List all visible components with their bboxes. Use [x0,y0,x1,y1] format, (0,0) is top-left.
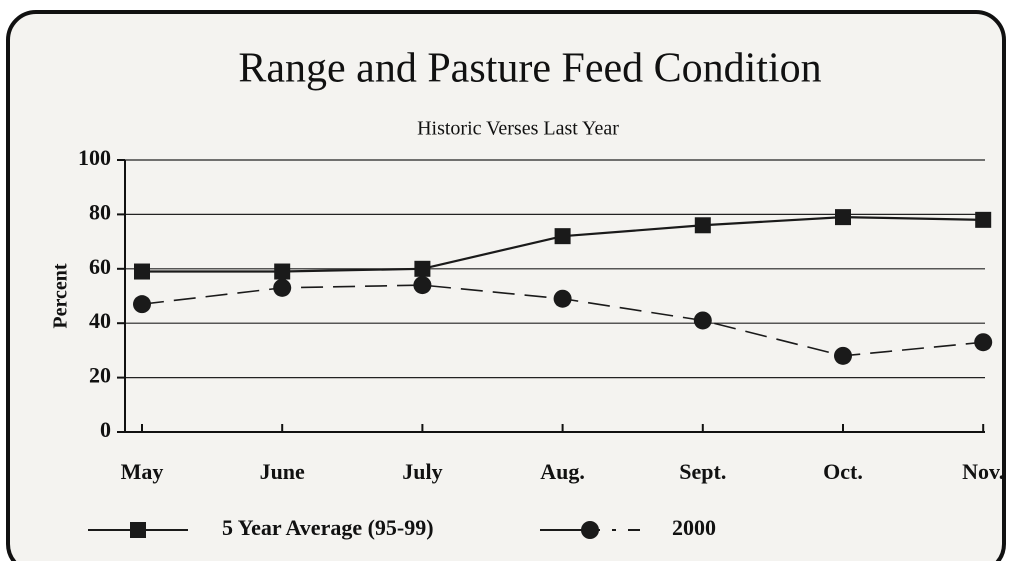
chart-subtitle: Historic Verses Last Year [417,118,619,140]
point [413,276,432,295]
point [975,211,992,228]
point [554,228,571,245]
point [974,333,993,352]
point [693,311,712,330]
y-tick-label: 20 [89,363,111,388]
point [134,263,150,280]
x-tick-label: Oct. [823,459,863,484]
point [834,346,852,365]
x-tick-label: May [121,459,164,484]
x-tick-label: Sept. [679,459,726,484]
point [414,260,431,277]
point [835,209,851,226]
legend-label: 5 Year Average (95-99) [222,515,434,540]
y-tick-label: 100 [78,145,111,170]
x-tick-label: Nov. [962,459,1004,484]
chart-title: Range and Pasture Feed Condition [238,46,821,92]
y-axis-label: Percent [50,263,72,328]
x-tick-label: June [260,459,305,484]
legend-marker [130,522,146,538]
point [273,278,292,297]
point [553,289,572,308]
point [694,217,711,234]
y-tick-label: 0 [100,417,111,442]
legend-marker [581,521,599,539]
frame [6,10,1006,561]
x-tick-label: Aug. [540,459,585,484]
y-tick-label: 40 [89,308,111,333]
legend-label: 2000 [672,515,716,540]
y-tick-label: 80 [89,199,111,224]
x-tick-label: July [402,459,442,484]
point [274,263,291,280]
y-tick-label: 60 [89,254,111,279]
point [133,295,151,314]
